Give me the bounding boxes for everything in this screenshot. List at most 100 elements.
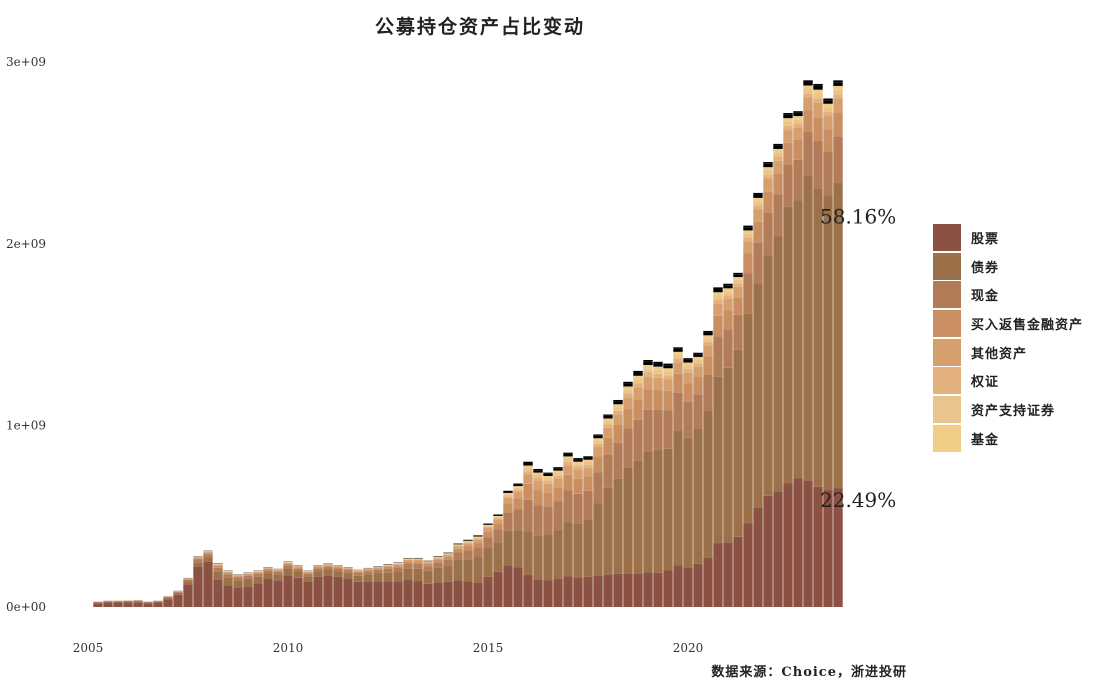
bar-segment-6: [583, 464, 593, 468]
bar-segment-3: [753, 242, 763, 285]
bar-segment-5: [743, 241, 753, 254]
bar-segment-2: [803, 175, 813, 481]
bar-segment-5: [693, 366, 703, 378]
bar-segment-1: [783, 483, 793, 607]
bar-segment-4: [263, 568, 273, 571]
bar-segment-3: [833, 136, 843, 184]
bar-segment-2: [503, 530, 513, 566]
bar-segment-9: [833, 82, 843, 86]
bar-segment-10: [813, 83, 823, 86]
bar-segment-5: [583, 467, 593, 477]
bar-segment-3: [503, 512, 513, 531]
bar-segment-4: [683, 383, 693, 402]
bar-segment-1: [563, 576, 573, 607]
bar-segment-5: [533, 481, 543, 491]
bar-segment-10: [623, 381, 633, 384]
bar-segment-1: [93, 603, 103, 607]
bar-segment-8: [703, 335, 713, 339]
bar-segment-5: [723, 299, 733, 311]
bar-segment-4: [223, 572, 233, 575]
bar-segment-1: [133, 602, 143, 607]
bar-segment-8: [523, 465, 533, 469]
bar-segment-7: [753, 201, 763, 206]
bar-segment-7: [463, 541, 473, 543]
bar-segment-10: [683, 358, 693, 360]
bar-segment-2: [813, 188, 823, 487]
bar-segment-5: [473, 539, 483, 543]
bar-segment-1: [813, 486, 823, 607]
bar-segment-2: [493, 542, 503, 572]
bar-segment-2: [753, 284, 763, 508]
bar-segment-2: [263, 573, 273, 580]
bar-segment-5: [413, 559, 423, 562]
bar-segment-2: [163, 597, 173, 600]
bar-segment-4: [593, 456, 603, 473]
bar-segment-4: [653, 389, 663, 410]
bar-segment-10: [793, 111, 803, 113]
bar-segment-3: [493, 529, 503, 543]
bar-segment-3: [303, 573, 313, 577]
bar-segment-1: [333, 576, 343, 607]
bar-segment-5: [783, 130, 793, 143]
bar-segment-3: [383, 568, 393, 573]
bar-segment-1: [313, 576, 323, 607]
bar-segment-5: [233, 575, 243, 577]
bar-segment-1: [403, 580, 413, 607]
bar-segment-3: [643, 409, 653, 452]
bar-segment-8: [713, 292, 723, 296]
bar-segment-9: [583, 457, 593, 460]
bar-segment-4: [383, 567, 393, 569]
bar-segment-9: [793, 112, 803, 117]
bar-segment-2: [693, 429, 703, 564]
bar-segment-9: [703, 332, 713, 336]
bar-segment-4: [513, 498, 523, 510]
bar-segment-3: [223, 574, 233, 578]
bar-segment-1: [733, 536, 743, 607]
bar-segment-4: [753, 221, 763, 243]
x-tick-label: 2015: [473, 641, 504, 655]
bar-segment-2: [223, 577, 233, 586]
bar-segment-3: [353, 573, 363, 576]
bar-segment-5: [483, 528, 493, 532]
legend-swatch: [933, 367, 961, 395]
bar-segment-6: [773, 156, 783, 161]
bar-segment-4: [693, 377, 703, 395]
bar-segment-8: [823, 103, 833, 108]
bar-segment-8: [613, 404, 623, 408]
bar-segment-3: [823, 151, 833, 196]
bar-segment-4: [293, 567, 303, 569]
bar-segment-1: [473, 582, 483, 607]
legend-item: 基金: [933, 424, 1083, 453]
bar-segment-10: [833, 80, 843, 83]
bar-segment-7: [493, 516, 503, 519]
bar-segment-1: [553, 579, 563, 607]
bar-segment-1: [363, 581, 373, 607]
bar-segment-6: [763, 174, 773, 180]
bar-segment-5: [733, 286, 743, 298]
bar-segment-7: [613, 407, 623, 411]
bar-segment-6: [623, 393, 633, 398]
bar-segment-5: [243, 573, 253, 575]
bar-segment-9: [533, 470, 543, 473]
bar-segment-3: [183, 579, 193, 582]
bar-segment-7: [833, 89, 843, 95]
bar-segment-5: [423, 562, 433, 564]
bar-segment-4: [483, 531, 493, 538]
bar-segment-9: [603, 415, 613, 419]
bar-segment-5: [523, 474, 533, 484]
bar-segment-2: [203, 557, 213, 562]
bar-segment-4: [703, 356, 713, 375]
bar-segment-2: [233, 580, 243, 588]
bar-segment-2: [833, 183, 843, 489]
bar-segment-1: [673, 565, 683, 607]
bar-segment-8: [543, 475, 553, 479]
bar-segment-9: [803, 82, 813, 86]
bar-segment-6: [723, 295, 733, 300]
bar-segment-9: [493, 514, 503, 516]
bar-segment-10: [653, 361, 663, 364]
bar-segment-1: [523, 575, 533, 607]
bar-segment-8: [533, 472, 543, 475]
x-tick-label: 2020: [673, 641, 704, 655]
bar-segment-9: [643, 361, 653, 365]
